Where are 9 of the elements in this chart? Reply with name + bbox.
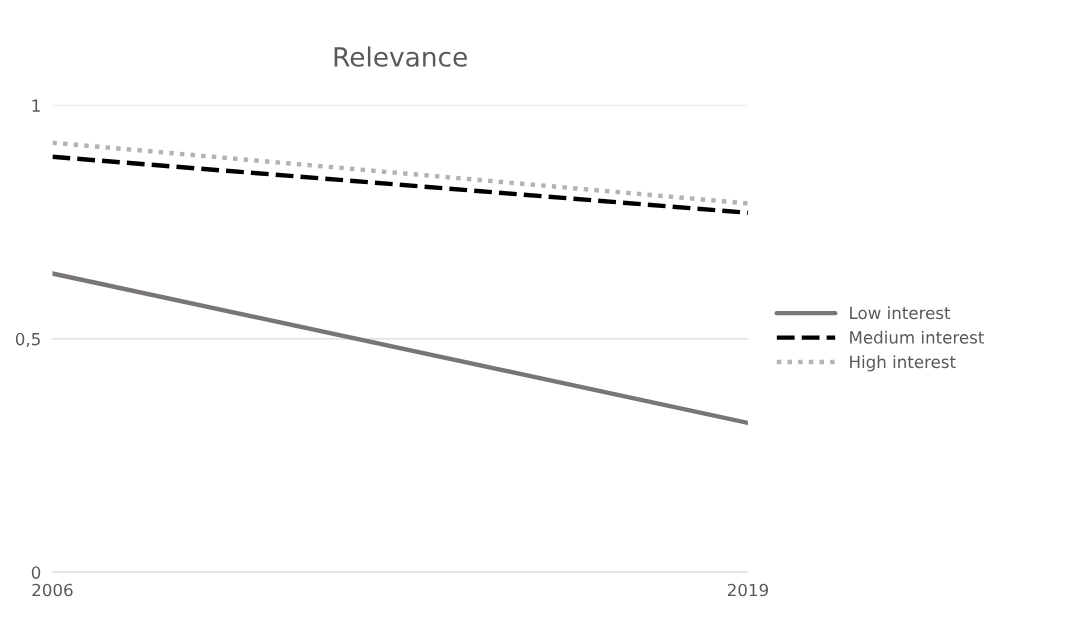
x-tick-label: 2006 [32,583,73,597]
y-tick-label: 0,5 [15,332,40,348]
y-tick-label: 0 [31,566,41,579]
legend-label: High interest [850,355,956,372]
legend-label: Medium interest [850,330,984,344]
y-tick-label: 1 [32,99,40,112]
chart-title: Relevance [334,46,467,67]
x-tick-label: 2019 [727,583,768,597]
legend-label: Low interest [850,306,951,320]
